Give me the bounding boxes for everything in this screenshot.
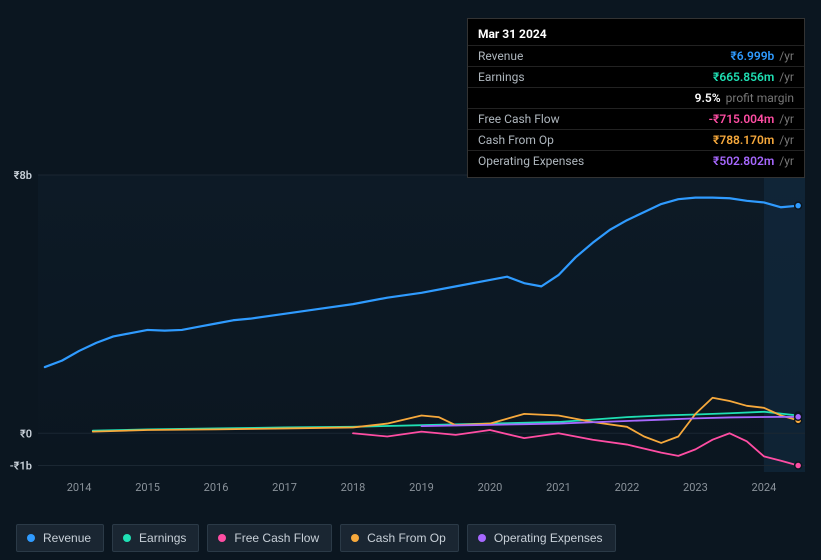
tooltip-label: Cash From Op <box>478 132 554 148</box>
legend-label: Operating Expenses <box>494 531 603 545</box>
tooltip-value: -₹715.004m /yr <box>709 111 794 127</box>
legend-dot-icon <box>27 534 35 542</box>
tooltip-label: Free Cash Flow <box>478 111 560 127</box>
y-axis-label: -₹1b <box>10 460 32 473</box>
tooltip-value: ₹665.856m /yr <box>713 69 794 85</box>
tooltip-value: ₹6.999b /yr <box>730 48 794 64</box>
x-axis-label: 2019 <box>409 481 434 494</box>
legend-label: Cash From Op <box>367 531 446 545</box>
tooltip-date: Mar 31 2024 <box>468 25 804 45</box>
chart-tooltip: Mar 31 2024 Revenue ₹6.999b /yr Earnings ₹66… <box>467 18 805 178</box>
legend-label: Earnings <box>139 531 186 545</box>
tooltip-row: Earnings ₹665.856m /yr <box>468 66 804 87</box>
x-axis-label: 2024 <box>752 481 777 494</box>
tooltip-value: ₹788.170m /yr <box>713 132 794 148</box>
series-end-marker <box>795 413 802 420</box>
x-axis-label: 2022 <box>615 481 640 494</box>
x-axis-label: 2021 <box>546 481 571 494</box>
tooltip-value: ₹502.802m /yr <box>713 153 794 169</box>
tooltip-row: Cash From Op ₹788.170m /yr <box>468 129 804 150</box>
legend-toggle-cfo[interactable]: Cash From Op <box>340 524 459 552</box>
legend-dot-icon <box>218 534 226 542</box>
tooltip-label: Operating Expenses <box>478 153 584 169</box>
legend-dot-icon <box>351 534 359 542</box>
x-axis-label: 2014 <box>67 481 92 494</box>
tooltip-row: Operating Expenses ₹502.802m /yr <box>468 150 804 171</box>
legend-label: Revenue <box>43 531 91 545</box>
tooltip-label: Earnings <box>478 69 525 85</box>
legend-label: Free Cash Flow <box>234 531 319 545</box>
x-axis-label: 2020 <box>478 481 503 494</box>
legend-toggle-fcf[interactable]: Free Cash Flow <box>207 524 332 552</box>
tooltip-value: 9.5% profit margin <box>695 90 794 106</box>
series-end-marker <box>795 202 802 209</box>
tooltip-label: Revenue <box>478 48 523 64</box>
legend-toggle-opex[interactable]: Operating Expenses <box>467 524 616 552</box>
y-axis-label: ₹0 <box>20 427 32 440</box>
legend-dot-icon <box>478 534 486 542</box>
legend-toggle-revenue[interactable]: Revenue <box>16 524 104 552</box>
series-end-marker <box>795 462 802 469</box>
legend-toggle-earnings[interactable]: Earnings <box>112 524 199 552</box>
x-axis-label: 2017 <box>272 481 297 494</box>
y-axis-label: ₹8b <box>14 169 32 182</box>
legend-dot-icon <box>123 534 131 542</box>
tooltip-row: 9.5% profit margin <box>468 87 804 108</box>
x-axis-label: 2018 <box>341 481 366 494</box>
tooltip-row: Free Cash Flow -₹715.004m /yr <box>468 108 804 129</box>
x-axis-label: 2023 <box>683 481 708 494</box>
x-axis-label: 2016 <box>204 481 229 494</box>
x-axis-label: 2015 <box>135 481 160 494</box>
tooltip-row: Revenue ₹6.999b /yr <box>468 45 804 66</box>
legend-bar: Revenue Earnings Free Cash Flow Cash From O… <box>16 524 616 552</box>
